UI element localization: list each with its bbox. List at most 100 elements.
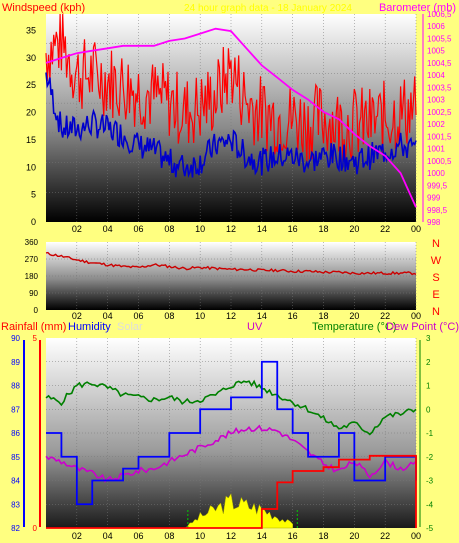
wind-avg-line bbox=[45, 72, 417, 178]
humidity-tick-label: 86 bbox=[11, 429, 20, 438]
x-tick-label: 08 bbox=[164, 531, 174, 541]
temperature-line bbox=[45, 379, 417, 436]
rainfall-axis-ticks: 50 bbox=[33, 334, 38, 533]
x-tick-label: 08 bbox=[164, 311, 174, 321]
barometer-tick-label: 1000 bbox=[427, 169, 445, 178]
barometer-tick-label: 1005 bbox=[427, 47, 445, 56]
barometer-tick-label: 1006 bbox=[427, 22, 445, 31]
x-tick-label: 04 bbox=[103, 224, 113, 234]
barometer-axis-ticks: 1006,5 1006 1005,5 1005 1004,5 1004 1003,5 1003… bbox=[422, 10, 452, 227]
wind-series bbox=[45, 13, 417, 208]
x-tick-label: 18 bbox=[318, 224, 328, 234]
barometer-tick-label: 1000,5 bbox=[427, 157, 452, 166]
direction-series bbox=[45, 251, 417, 276]
humidity-tick-label: 84 bbox=[11, 477, 20, 486]
x-tick-label: 18 bbox=[318, 531, 328, 541]
barometer-tick-label: 999 bbox=[427, 194, 441, 203]
direction-tick-label: 360 bbox=[25, 238, 39, 247]
x-tick-label: 22 bbox=[380, 311, 390, 321]
x-tick-label: 04 bbox=[103, 311, 113, 321]
barometer-tick-label: 1001,5 bbox=[427, 132, 452, 141]
windspeed-tick-label: 25 bbox=[26, 80, 36, 90]
humidity-tick-label: 90 bbox=[11, 334, 20, 343]
x-tick-label: 06 bbox=[133, 311, 143, 321]
barometer-tick-label: 1002,5 bbox=[427, 108, 452, 117]
uv-title: UV bbox=[247, 321, 263, 333]
barometer-tick-label: 1004 bbox=[427, 71, 445, 80]
windspeed-tick-label: 30 bbox=[26, 53, 36, 63]
barometer-title: Barometer (mb) bbox=[379, 2, 456, 14]
wind-x-axis-ticks: 02 04 06 08 10 12 14 16 18 20 22 00 bbox=[72, 224, 421, 234]
humidity-tick-label: 83 bbox=[11, 500, 20, 509]
x-tick-label: 16 bbox=[288, 311, 298, 321]
x-tick-label: 02 bbox=[72, 224, 82, 234]
rainfall-line bbox=[46, 454, 417, 529]
x-tick-label: 10 bbox=[195, 311, 205, 321]
chart-title: 24 hour graph data - 18 January 2024 bbox=[184, 3, 352, 14]
x-tick-label: 00 bbox=[411, 531, 421, 541]
x-tick-label: 08 bbox=[164, 224, 174, 234]
compass-label: N bbox=[432, 306, 440, 318]
barometer-tick-label: 1001 bbox=[427, 145, 445, 154]
rainfall-tick-label: 5 bbox=[33, 334, 38, 343]
x-tick-label: 04 bbox=[103, 531, 113, 541]
windspeed-title: Windspeed (kph) bbox=[2, 2, 85, 14]
temperature-title: Temperature (°C) bbox=[312, 321, 396, 333]
x-tick-label: 16 bbox=[288, 224, 298, 234]
x-tick-label: 06 bbox=[133, 224, 143, 234]
x-tick-label: 06 bbox=[133, 531, 143, 541]
windspeed-tick-label: 0 bbox=[31, 217, 36, 227]
dewpoint-title: Dew Point (°C) bbox=[386, 321, 459, 333]
barometer-tick-label: 1003,5 bbox=[427, 83, 452, 92]
temperature-tick-label: 0 bbox=[426, 405, 431, 414]
temperature-tick-label: -2 bbox=[426, 453, 434, 462]
barometer-tick-label: 1006,5 bbox=[427, 10, 452, 19]
x-tick-label: 14 bbox=[257, 311, 267, 321]
windspeed-tick-label: 35 bbox=[26, 25, 36, 35]
x-tick-label: 14 bbox=[257, 531, 267, 541]
x-tick-label: 12 bbox=[226, 224, 236, 234]
solar-area bbox=[183, 492, 293, 529]
barometer-line bbox=[45, 27, 417, 208]
wind-gust-line bbox=[45, 13, 417, 162]
windspeed-tick-label: 5 bbox=[31, 190, 36, 200]
x-tick-label: 10 bbox=[195, 224, 205, 234]
direction-axis-ticks: 360 270 180 90 0 bbox=[25, 238, 39, 315]
compass-label: N bbox=[432, 238, 440, 250]
windspeed-axis-ticks: 35 30 25 20 15 10 5 0 bbox=[26, 25, 36, 227]
x-tick-label: 20 bbox=[349, 224, 359, 234]
x-tick-label: 22 bbox=[380, 224, 390, 234]
humidity-tick-label: 82 bbox=[11, 524, 20, 533]
temperature-tick-label: -3 bbox=[426, 477, 434, 486]
humidity-tick-label: 88 bbox=[11, 382, 20, 391]
x-tick-label: 20 bbox=[349, 531, 359, 541]
humidity-line bbox=[46, 360, 417, 506]
x-tick-label: 00 bbox=[411, 311, 421, 321]
windspeed-tick-label: 15 bbox=[26, 135, 36, 145]
solar-title: Solar bbox=[117, 321, 143, 333]
barometer-tick-label: 1003 bbox=[427, 96, 445, 105]
wind-direction-line bbox=[45, 251, 417, 276]
x-tick-label: 12 bbox=[226, 311, 236, 321]
windspeed-tick-label: 20 bbox=[26, 108, 36, 118]
barometer-tick-label: 1002 bbox=[427, 120, 445, 129]
temperature-tick-label: -1 bbox=[426, 429, 434, 438]
humidity-tick-label: 85 bbox=[11, 453, 20, 462]
x-tick-label: 14 bbox=[257, 224, 267, 234]
humidity-tick-label: 89 bbox=[11, 358, 20, 367]
temperature-series bbox=[45, 360, 417, 529]
x-tick-label: 20 bbox=[349, 311, 359, 321]
temperature-tick-label: -4 bbox=[426, 500, 434, 509]
temperature-tick-label: 3 bbox=[426, 334, 431, 343]
barometer-tick-label: 1005,5 bbox=[427, 34, 452, 43]
x-tick-label: 02 bbox=[72, 531, 82, 541]
humidity-title: Humidity bbox=[68, 321, 111, 333]
direction-tick-label: 270 bbox=[25, 255, 39, 264]
compass-label: W bbox=[431, 255, 442, 267]
compass-label: S bbox=[432, 272, 439, 284]
x-tick-label: 16 bbox=[288, 531, 298, 541]
direction-x-axis-ticks: 02 04 06 08 10 12 14 16 18 20 22 00 bbox=[72, 311, 421, 321]
x-tick-label: 22 bbox=[380, 531, 390, 541]
